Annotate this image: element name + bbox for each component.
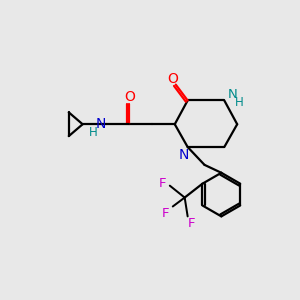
Text: N: N [178,148,189,162]
Text: F: F [159,177,166,190]
Text: F: F [188,217,195,230]
Text: O: O [167,72,178,86]
Text: F: F [162,207,169,220]
Text: N: N [95,117,106,131]
Text: N: N [227,88,237,101]
Text: H: H [89,126,98,139]
Text: O: O [124,91,135,104]
Text: H: H [235,96,244,109]
